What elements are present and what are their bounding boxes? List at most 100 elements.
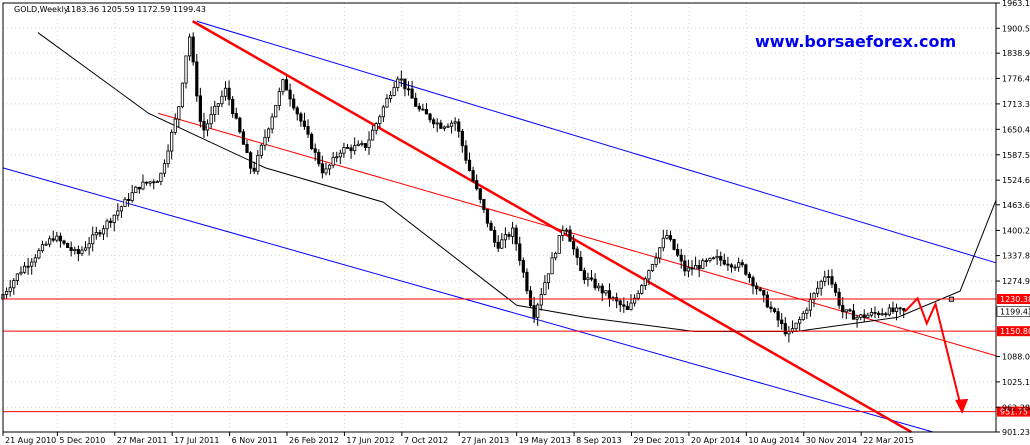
y-tick-label: 1400.20: [1002, 226, 1030, 235]
candle-body: [252, 167, 256, 172]
candle-body: [313, 148, 317, 153]
candle-body: [672, 239, 676, 250]
candle-body: [604, 290, 608, 294]
candle-body: [356, 143, 360, 147]
candle-body: [83, 247, 88, 251]
candle-body: [783, 323, 787, 335]
candle-body: [475, 180, 479, 190]
candle-body: [414, 97, 418, 107]
x-tick-label: 17 Jul 2011: [174, 436, 219, 445]
candle-body: [855, 316, 859, 320]
candle-body: [428, 113, 432, 121]
candle-body: [532, 305, 536, 318]
candle-body: [747, 273, 752, 279]
y-tick-label: 1524.68: [1002, 176, 1030, 185]
candle-body: [238, 117, 242, 133]
candle-body: [241, 131, 246, 145]
candle-body: [661, 237, 665, 249]
candle-body: [894, 307, 899, 312]
candle-body: [202, 121, 206, 131]
candle-body: [887, 307, 891, 316]
y-tick-label: 1713.38: [1002, 100, 1030, 109]
candle-body: [711, 257, 716, 260]
y-tick-label: 1025.18: [1002, 378, 1030, 387]
y-tick-label: 962.28: [1002, 403, 1030, 412]
candle-body: [256, 155, 260, 172]
candle-body: [331, 156, 335, 166]
candle-body: [435, 122, 439, 125]
candle-body: [270, 116, 274, 130]
price-tag: [996, 306, 1030, 317]
candle-body: [392, 87, 396, 96]
candle-body: [266, 128, 271, 138]
candle-body: [765, 294, 769, 308]
lower-channel-line: [2, 167, 934, 433]
candle-body: [751, 277, 755, 287]
candle-body: [55, 235, 59, 241]
candle-body: [880, 313, 884, 316]
candle-body: [166, 150, 170, 165]
candle-body: [586, 277, 590, 281]
candle-body: [33, 257, 37, 263]
candle-body: [514, 227, 518, 245]
x-tick-label: 21 Aug 2010: [5, 436, 56, 445]
candle-body: [737, 262, 741, 268]
candle-body: [209, 114, 213, 125]
candle-body: [726, 263, 730, 266]
candle-body: [729, 264, 734, 268]
candle-body: [44, 243, 48, 246]
candle-body: [324, 168, 328, 174]
candle-body: [665, 235, 669, 239]
candle-body: [618, 300, 622, 306]
candle-body: [195, 61, 199, 97]
level-tag-label: 951.75: [1000, 408, 1028, 417]
candle-body: [87, 243, 91, 249]
candle-body: [528, 290, 533, 306]
candle-body: [442, 126, 446, 129]
candle-body: [223, 87, 228, 97]
candle-body: [579, 256, 583, 271]
x-tick-label: 19 May 2013: [519, 436, 571, 445]
candle-body: [439, 122, 443, 129]
candle-body: [259, 144, 263, 156]
candle-body: [277, 91, 281, 106]
candle-body: [144, 181, 149, 184]
candle-body: [306, 126, 310, 135]
candle-body: [758, 288, 762, 291]
candle-body: [701, 260, 705, 269]
candle-body: [679, 254, 683, 262]
candle-body: [654, 257, 658, 265]
candle-body: [152, 181, 156, 184]
candle-body: [830, 276, 834, 285]
candle-body: [794, 322, 798, 330]
candle-body: [471, 170, 475, 181]
candle-body: [841, 304, 845, 313]
y-tick-label: 1088.05: [1002, 353, 1030, 362]
candle-body: [191, 36, 195, 63]
y-tick-label: 1900.55: [1002, 24, 1030, 33]
candle-body: [335, 156, 339, 159]
candle-body: [801, 312, 805, 320]
candle-body: [719, 256, 723, 261]
candle-body: [798, 319, 802, 324]
candle-body: [632, 297, 637, 304]
candle-body: [363, 143, 368, 149]
candle-body: [91, 234, 95, 245]
candle-body: [51, 238, 55, 241]
candle-body: [546, 273, 551, 283]
candle-body: [26, 265, 30, 268]
candle-body: [597, 285, 601, 289]
candle-body: [310, 133, 314, 150]
candle-body: [338, 152, 342, 158]
candle-body: [650, 264, 655, 271]
candle-body: [733, 266, 737, 269]
x-tick-label: 27 Mar 2011: [117, 436, 168, 445]
candle-body: [561, 230, 565, 236]
candle-body: [557, 235, 561, 254]
candle-body: [715, 256, 719, 259]
candle-body: [769, 306, 773, 310]
candle-body: [493, 229, 497, 243]
candle-body: [432, 119, 436, 125]
candle-body: [302, 120, 307, 127]
candle-body: [683, 260, 687, 272]
